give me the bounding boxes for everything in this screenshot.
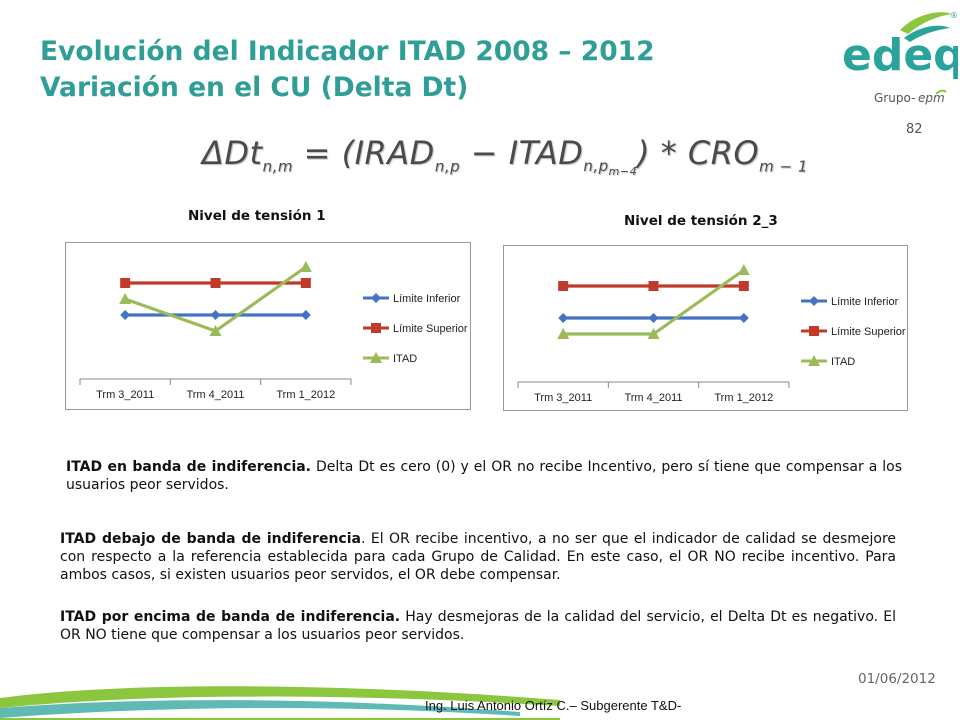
formula-lhs: ΔDt bbox=[202, 134, 263, 172]
chart2-legend-label: Límite Inferior bbox=[831, 296, 899, 308]
chart2-series-2-point bbox=[558, 281, 569, 291]
chart2-legend-marker bbox=[808, 355, 820, 366]
chart1-series-2-point bbox=[300, 278, 311, 288]
slide-title: Evolución del Indicador ITAD 2008 – 2012… bbox=[40, 34, 655, 106]
chart2-x-tick-label: Trm 1_2012 bbox=[714, 392, 773, 404]
formula-irad-sub: n,p bbox=[434, 157, 461, 176]
chart1-series-2-point bbox=[120, 278, 131, 288]
formula-lhs-sub: n,m bbox=[262, 157, 293, 176]
chart2-series-1-point bbox=[558, 313, 569, 323]
formula-cro-sub: m − 1 bbox=[759, 157, 808, 176]
logo-group-brand: epm bbox=[918, 91, 945, 105]
chart2-series-1-point bbox=[738, 313, 749, 323]
chart2-legend-label: Límite Superior bbox=[831, 326, 906, 338]
paragraph-3-text: Hay desmejoras de la calidad del servici… bbox=[60, 609, 896, 643]
chart2-series-3-point bbox=[557, 328, 570, 339]
chart2-x-tick-label: Trm 4_2011 bbox=[624, 392, 682, 404]
chart1-series-1-point bbox=[210, 310, 221, 320]
chart2-series-3-point bbox=[647, 328, 660, 339]
chart1-series-3-line bbox=[124, 265, 307, 333]
logo-registered-mark: ® bbox=[950, 11, 958, 20]
chart2-series-1-point bbox=[648, 313, 659, 323]
paragraph-debajo-banda: ITAD debajo de banda de indiferencia. El… bbox=[60, 530, 896, 584]
chart1-x-tick-label: Trm 3_2011 bbox=[96, 389, 154, 401]
formula-eq: = (IRAD bbox=[292, 134, 435, 172]
chart1-svg: Trm 3_2011 Trm 4_2011 Trm 1_2012 Límite Inf… bbox=[79, 261, 468, 401]
chart2-svg: Trm 3_2011 Trm 4_2011 Trm 1_2012 Límite Inf… bbox=[517, 264, 906, 404]
edeq-logo-graphic: edeq ® Grupo- epm bbox=[842, 11, 960, 105]
chart2-series-3-point bbox=[737, 264, 750, 275]
chart2-series-2-point bbox=[738, 281, 749, 291]
formula-itad-subsub: m−4 bbox=[608, 165, 638, 179]
chart1-series-3-point bbox=[299, 261, 312, 272]
slide-title-line2: Variación en el CU (Delta Dt) bbox=[40, 72, 469, 103]
chart1-series-1-point bbox=[300, 310, 311, 320]
paragraph-2-bold: ITAD debajo de banda de indiferencia bbox=[60, 531, 361, 547]
chart2-title: Nivel de tensión 2_3 bbox=[624, 213, 778, 229]
footer-author: Ing. Luis Antonio Ortíz C.– Subgerente T… bbox=[425, 698, 682, 713]
chart2-x-tick-label: Trm 3_2011 bbox=[534, 392, 592, 404]
chart2-legend-marker bbox=[809, 326, 819, 336]
chart1-legend-label: ITAD bbox=[393, 353, 417, 365]
chart2-series-2-point bbox=[648, 281, 659, 291]
formula-itad-sub: n,p bbox=[583, 157, 609, 176]
logo-group-prefix: Grupo- bbox=[874, 91, 915, 105]
chart2-legend-label: ITAD bbox=[831, 356, 855, 368]
chart1-legend-marker bbox=[371, 293, 381, 303]
formula-minus: − ITAD bbox=[460, 134, 584, 172]
chart-nivel-tension-1: Trm 3_2011 Trm 4_2011 Trm 1_2012 Límite Inf… bbox=[65, 242, 471, 410]
chart1-x-tick-label: Trm 1_2012 bbox=[276, 389, 335, 401]
paragraph-1-bold: ITAD en banda de indiferencia. bbox=[66, 459, 312, 475]
paragraph-1-text: Delta Dt es cero (0) y el OR no recibe I… bbox=[66, 459, 902, 493]
slide-date: 01/06/2012 bbox=[858, 671, 936, 687]
delta-dt-formula: ΔDtn,m = (IRADn,p − ITADn,pm−4) * CROm −… bbox=[202, 134, 808, 178]
chart1-legend-marker bbox=[371, 323, 381, 333]
paragraph-encima-banda: ITAD por encima de banda de indiferencia… bbox=[60, 608, 896, 644]
chart1-legend-label: Límite Superior bbox=[393, 323, 468, 335]
logo-wordmark: edeq bbox=[842, 30, 958, 81]
chart1-legend-label: Límite Inferior bbox=[393, 293, 461, 305]
edeq-logo: edeq ® Grupo- epm bbox=[838, 8, 960, 113]
formula-close: ) * CRO bbox=[637, 134, 760, 172]
paragraph-3-bold: ITAD por encima de banda de indiferencia… bbox=[60, 609, 401, 625]
chart1-series-1-point bbox=[120, 310, 131, 320]
chart-nivel-tension-2-3: Trm 3_2011 Trm 4_2011 Trm 1_2012 Límite Inf… bbox=[503, 245, 908, 411]
chart1-title: Nivel de tensión 1 bbox=[188, 208, 326, 224]
chart2-legend-marker bbox=[809, 296, 819, 306]
chart1-series-3-point bbox=[209, 325, 222, 336]
chart2-series-3-line bbox=[563, 268, 745, 336]
chart1-series-2-point bbox=[210, 278, 221, 288]
slide-title-line1: Evolución del Indicador ITAD 2008 – 2012 bbox=[40, 36, 655, 67]
paragraph-banda-indiferencia: ITAD en banda de indiferencia. Delta Dt … bbox=[66, 458, 902, 494]
slide-number: 82 bbox=[906, 122, 923, 137]
paragraph-2-text: . El OR recibe incentivo, a no ser que e… bbox=[60, 531, 897, 583]
chart1-legend-marker bbox=[370, 352, 382, 363]
chart1-x-tick-label: Trm 4_2011 bbox=[186, 389, 244, 401]
chart1-series-3-point bbox=[119, 293, 132, 304]
